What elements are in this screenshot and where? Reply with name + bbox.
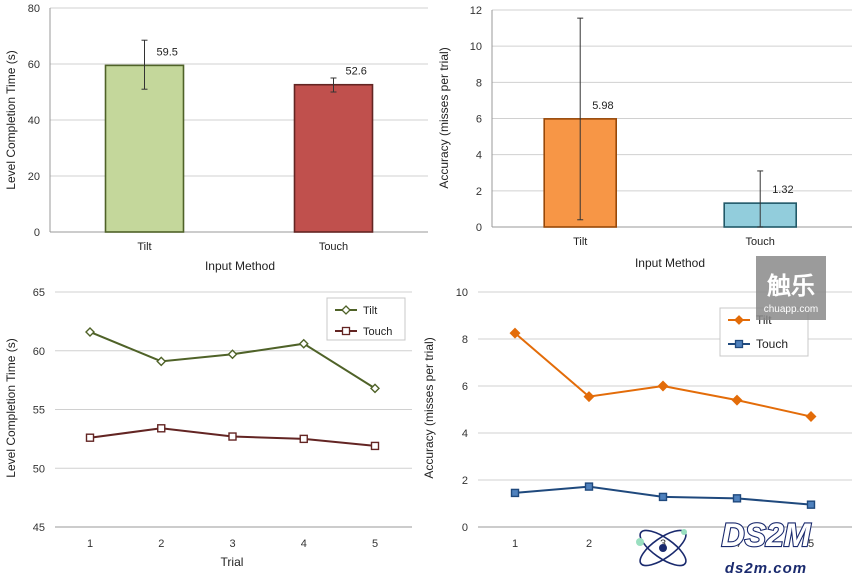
- bl-legend-marker: [341, 305, 351, 315]
- bl-ytick-label: 60: [33, 346, 45, 358]
- tr-value-label-tilt: 5.98: [592, 100, 613, 112]
- bl-point-touch: [157, 424, 166, 433]
- tr-ytick-label: 12: [470, 5, 482, 17]
- tr-category-label-tilt: Tilt: [573, 236, 587, 248]
- br-legend-marker: [734, 315, 744, 325]
- tr-ytick-label: 6: [476, 114, 482, 126]
- ds2m-watermark-title: DS2M: [722, 517, 812, 553]
- tl-bar-tilt: [104, 64, 185, 233]
- accuracy-bar-chart: Accuracy (misses per trial) Input Method…: [437, 5, 852, 270]
- bl-ytick-label: 45: [33, 522, 45, 534]
- br-xtick-label: 5: [808, 538, 814, 550]
- br-point-tilt: [509, 327, 521, 339]
- bl-point-tilt: [85, 326, 95, 337]
- br-ytick-label: 0: [462, 522, 468, 534]
- br-point-tilt: [657, 380, 669, 392]
- chuapp-watermark-bg: [756, 256, 826, 320]
- br-point-touch: [510, 488, 520, 498]
- bl-xtick-label: 3: [229, 538, 235, 550]
- br-xtick-label: 2: [586, 538, 592, 550]
- br-ytick-label: 4: [462, 428, 468, 440]
- br-ytick-label: 2: [462, 475, 468, 487]
- bl-legend-label-tilt: Tilt: [363, 305, 377, 317]
- bl-point-tilt: [156, 356, 167, 367]
- chart-tr-ylabel: Accuracy (misses per trial): [437, 47, 451, 188]
- tr-ytick-label: 8: [476, 77, 482, 89]
- bl-legend: [326, 297, 406, 341]
- tr-category-label-touch: Touch: [746, 236, 775, 248]
- tl-ytick-label: 0: [34, 227, 40, 239]
- bl-legend-label-touch: Touch: [363, 326, 392, 338]
- chuapp-watermark-url: chuapp.com: [764, 304, 818, 315]
- br-ytick-label: 6: [462, 381, 468, 393]
- completion-time-bar-chart: Level Completion Time (s) Input Method 0…: [4, 3, 428, 273]
- bl-point-touch: [370, 441, 380, 451]
- bl-point-tilt: [298, 338, 309, 349]
- accuracy-line-chart: Accuracy (misses per trial) 024681012345…: [422, 287, 852, 550]
- chart-tl-ylabel: Level Completion Time (s): [4, 50, 18, 189]
- tl-category-label-touch: Touch: [319, 241, 348, 253]
- br-ytick-label: 8: [462, 334, 468, 346]
- tl-ytick-label: 40: [28, 115, 40, 127]
- br-point-touch: [584, 482, 594, 491]
- bl-point-touch: [85, 433, 95, 442]
- tl-ytick-label: 60: [28, 59, 40, 71]
- chuapp-watermark-title: 触乐: [767, 272, 815, 300]
- bl-point-touch: [299, 434, 308, 444]
- br-ytick-label: 10: [456, 287, 468, 299]
- chart-tl-xlabel: Input Method: [205, 259, 275, 273]
- atom-logo-icon: [636, 529, 687, 567]
- tr-ytick-label: 0: [476, 222, 482, 234]
- tl-category-label-tilt: Tilt: [137, 241, 151, 253]
- chart-br-ylabel: Accuracy (misses per trial): [422, 337, 436, 478]
- bl-xtick-label: 4: [301, 538, 307, 550]
- bl-point-touch: [228, 432, 237, 441]
- br-point-tilt: [583, 391, 595, 403]
- bl-ytick-label: 50: [33, 463, 45, 475]
- tr-ytick-label: 2: [476, 186, 482, 198]
- tl-value-label-touch: 52.6: [346, 66, 367, 78]
- bl-ytick-label: 65: [33, 287, 45, 299]
- br-legend-marker: [734, 339, 744, 349]
- tr-ytick-label: 10: [470, 41, 482, 53]
- bl-legend-marker: [341, 326, 351, 336]
- bl-xtick-label: 5: [372, 538, 378, 550]
- br-legend-label-touch: Touch: [756, 337, 788, 351]
- chart-bl-xlabel: Trial: [221, 555, 244, 569]
- bl-xtick-label: 1: [87, 538, 93, 550]
- bl-point-tilt: [227, 349, 238, 360]
- chuapp-watermark: 触乐 chuapp.com: [756, 256, 826, 320]
- chart-tr-xlabel: Input Method: [635, 256, 705, 270]
- bl-ytick-label: 55: [33, 405, 45, 417]
- br-xtick-label: 1: [512, 538, 518, 550]
- br-point-touch: [732, 494, 742, 503]
- br-point-touch: [806, 500, 816, 509]
- tl-ytick-label: 80: [28, 3, 40, 15]
- tl-bar-touch: [293, 83, 374, 233]
- ds2m-watermark: DS2M ds2m.com: [636, 516, 813, 577]
- br-point-tilt: [731, 394, 743, 406]
- br-xtick-label: 4: [734, 538, 740, 550]
- tr-value-label-touch: 1.32: [772, 184, 793, 196]
- br-point-touch: [658, 492, 668, 502]
- tl-ytick-label: 20: [28, 171, 40, 183]
- chart-bl-ylabel: Level Completion Time (s): [4, 338, 18, 477]
- completion-time-line-chart: Level Completion Time (s) Trial 45505560…: [4, 287, 412, 569]
- bl-xtick-label: 2: [158, 538, 164, 550]
- ds2m-watermark-url: ds2m.com: [725, 560, 807, 577]
- tr-ytick-label: 4: [476, 150, 482, 162]
- br-point-tilt: [805, 411, 817, 423]
- tl-value-label-tilt: 59.5: [157, 46, 178, 58]
- bl-point-tilt: [370, 383, 380, 394]
